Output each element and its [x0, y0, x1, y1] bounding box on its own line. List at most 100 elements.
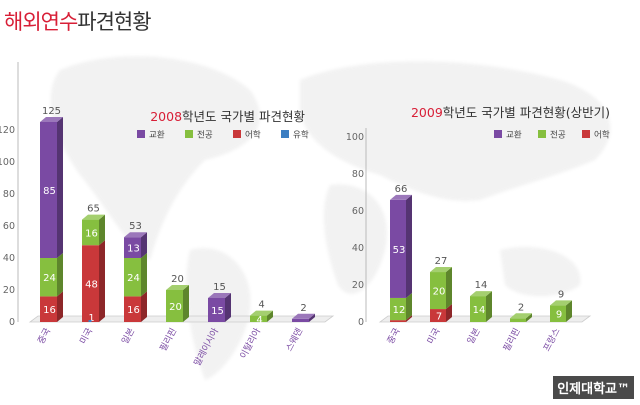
bar-segment-side — [57, 117, 63, 258]
bar-segment-side — [183, 285, 189, 322]
bar-segment — [390, 320, 406, 322]
y-tick-label: 80 — [3, 189, 15, 200]
y-tick-label: 0 — [9, 317, 15, 328]
bar-segment-side — [486, 291, 492, 322]
bar-top-face — [430, 267, 452, 273]
bar-total-label: 4 — [258, 300, 264, 311]
legend-label: 교환 — [506, 130, 522, 141]
bar-total-label: 15 — [213, 282, 226, 293]
page-title-rest: 파견현황 — [77, 10, 151, 34]
page-title: 해외연수파견현황 — [4, 6, 152, 36]
bar-segment-label: 12 — [393, 305, 406, 316]
bar-segment-label: 24 — [43, 273, 56, 284]
bar-segment — [208, 298, 225, 322]
bar-segment-label: 20 — [169, 302, 182, 313]
chart-title-year: 2009 — [411, 105, 443, 120]
bar-top-face — [40, 117, 63, 122]
bar-segment — [124, 237, 141, 258]
y-tick-label: 60 — [3, 221, 15, 232]
category-label: 일본 — [465, 326, 482, 346]
bar-top-face — [292, 313, 315, 319]
bar-segment — [166, 290, 183, 322]
category-label: 중국 — [385, 326, 402, 346]
page-title-accent: 해외연수 — [4, 10, 78, 34]
y-tick-label: 0 — [358, 317, 364, 328]
bar-segment-label-yuhak: 1 — [88, 313, 94, 324]
y-tick-label: 40 — [3, 253, 15, 264]
chart-title: 2009학년도 국가별 파견현황(상반기) — [411, 105, 610, 120]
bar-total-label: 53 — [129, 221, 142, 232]
bar-segment-label: 24 — [127, 273, 140, 284]
bar-segment — [470, 296, 486, 322]
legend-swatch — [185, 130, 193, 138]
bar-top-face — [510, 313, 532, 319]
bar-segment-label: 16 — [85, 228, 98, 239]
bar-top-face — [470, 291, 492, 297]
bar-segment-label: 48 — [85, 280, 98, 291]
category-label: 미국 — [78, 326, 95, 346]
bar-segment-label: 16 — [43, 305, 56, 316]
bar-segment-side — [267, 310, 273, 322]
y-tick-label: 100 — [346, 132, 364, 143]
y-tick-label: 20 — [352, 280, 364, 291]
bar-total-label: 125 — [42, 106, 61, 117]
chart-title-text: 학년도 국가별 파견현황(상반기) — [443, 105, 610, 120]
bar-segment-side — [141, 253, 147, 297]
bar-total-label: 27 — [435, 256, 448, 267]
legend-swatch — [538, 130, 546, 138]
legend-swatch — [137, 130, 145, 138]
category-label: 미국 — [425, 326, 442, 346]
watermark-logo: 인제대학교™ — [553, 376, 634, 399]
bar-segment — [40, 258, 57, 297]
bar-segment — [550, 305, 566, 322]
y-tick-label: 80 — [352, 169, 364, 180]
bar-segment-side — [446, 304, 452, 322]
category-label: 필리핀 — [157, 326, 179, 354]
bar-segment — [510, 318, 526, 322]
bar-top-face — [390, 194, 412, 200]
bar-segment-label: 20 — [433, 287, 446, 298]
bar-segment — [124, 258, 141, 297]
bar-total-label: 65 — [87, 204, 100, 215]
bar-segment-side — [225, 293, 231, 322]
bar-segment-side — [141, 232, 147, 258]
bar-segment-side — [57, 291, 63, 322]
bar-segment-label: 53 — [393, 245, 406, 256]
bar-segment-label: 9 — [556, 310, 562, 321]
bar-segment — [40, 122, 57, 258]
bar-segment-side — [566, 300, 572, 322]
bar-segment-label: 16 — [127, 305, 140, 316]
legend-label: 어학 — [245, 130, 261, 141]
bar-segment-side — [57, 253, 63, 297]
chart-2008: 0204060801001202008학년도 국가별 파견현황교환전공어학유학1… — [0, 62, 335, 368]
legend-swatch — [494, 130, 502, 138]
bar-segment-side — [406, 194, 412, 298]
chart-title-year: 2008 — [150, 109, 182, 124]
bar-segment-side — [446, 267, 452, 310]
bar-total-label: 2 — [300, 303, 306, 314]
legend-label: 어학 — [594, 130, 610, 141]
bar-segment-side — [526, 313, 532, 322]
bar-segment — [124, 296, 141, 322]
bar-top-face — [82, 214, 105, 220]
bar-segment-side — [99, 214, 105, 246]
bar-segment — [292, 318, 309, 322]
bar-segment-label: 7 — [436, 312, 442, 323]
category-label: 일본 — [120, 326, 137, 346]
bar-segment — [390, 199, 406, 298]
bar-total-label: 2 — [518, 302, 524, 313]
bar-total-label: 14 — [475, 280, 488, 291]
y-tick-label: 60 — [352, 206, 364, 217]
bar-segment — [430, 309, 446, 322]
legend-swatch — [281, 130, 289, 138]
bar-top-face — [166, 285, 189, 290]
legend-swatch — [582, 130, 590, 138]
bar-segment — [82, 219, 99, 246]
bar-total-label: 66 — [395, 184, 408, 195]
bar-segment-side — [406, 315, 412, 322]
bar-segment-label: 14 — [473, 305, 486, 316]
bar-segment-yuhak — [88, 320, 92, 322]
bar-top-face — [250, 310, 273, 316]
category-label: 필리핀 — [500, 326, 522, 354]
bar-segment-label: 15 — [211, 306, 224, 317]
